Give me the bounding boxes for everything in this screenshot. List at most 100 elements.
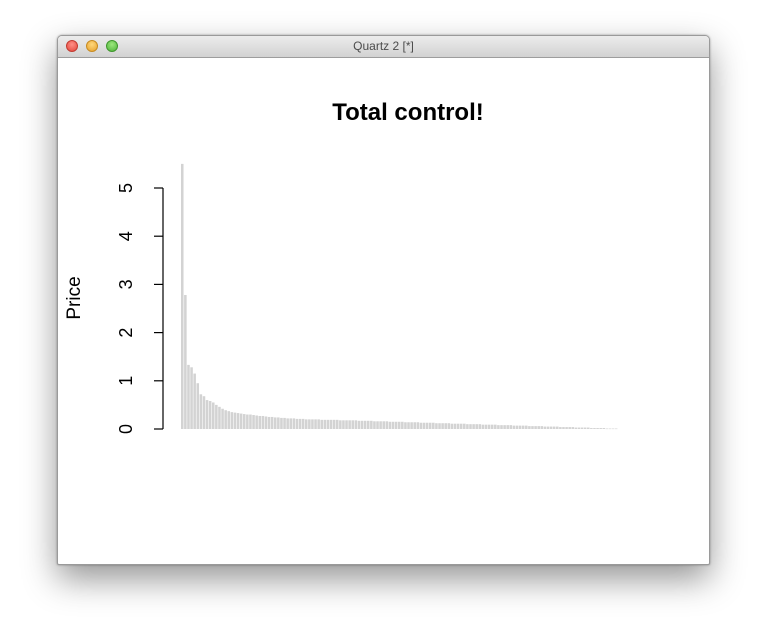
bar <box>295 418 299 429</box>
bar <box>373 421 376 429</box>
bar <box>311 419 314 429</box>
bar-chart: Total control! Price 0 1 2 3 4 5 <box>64 99 618 434</box>
bar <box>605 428 609 430</box>
y-tick-label: 1 <box>116 376 136 386</box>
bar <box>267 416 271 429</box>
bar <box>599 428 602 429</box>
bar <box>500 425 503 429</box>
quartz-window: Quartz 2 [*] Total control! Price 0 1 2 3 4 5 <box>57 35 710 565</box>
bar <box>546 426 550 429</box>
bar <box>289 418 293 429</box>
bar <box>397 421 401 429</box>
bar <box>224 410 227 429</box>
bar <box>463 423 466 429</box>
bar <box>481 424 485 429</box>
bar <box>388 421 392 429</box>
bar <box>205 400 209 429</box>
bar <box>360 420 364 429</box>
bar <box>503 425 506 429</box>
bar <box>339 420 342 429</box>
bar <box>515 425 519 429</box>
bar <box>407 422 410 429</box>
bar <box>497 425 500 429</box>
bar <box>239 413 243 429</box>
bar <box>525 425 528 429</box>
bar <box>447 423 451 429</box>
bar <box>509 425 513 429</box>
bar <box>193 373 196 429</box>
bar <box>602 428 606 429</box>
bar <box>537 426 540 429</box>
bar <box>552 426 556 429</box>
y-tick-label: 2 <box>116 328 136 338</box>
bar <box>475 424 478 429</box>
bar <box>382 421 385 429</box>
bars-group <box>181 163 618 430</box>
bar <box>379 421 382 429</box>
bar <box>252 415 255 429</box>
bar <box>258 415 262 429</box>
bar <box>196 383 200 429</box>
bar <box>425 422 429 429</box>
bar <box>466 424 469 429</box>
bar <box>342 420 345 429</box>
bar <box>227 411 231 429</box>
bar <box>246 414 249 429</box>
bar <box>221 408 224 429</box>
chart-title: Total control! <box>332 99 484 126</box>
window-title: Quartz 2 [*] <box>353 39 414 53</box>
bar <box>472 424 475 429</box>
bar <box>401 421 404 429</box>
bar <box>590 428 593 429</box>
bar <box>456 423 460 429</box>
bar <box>348 420 351 429</box>
bar <box>351 420 354 429</box>
bar <box>432 422 435 429</box>
bar <box>596 428 599 429</box>
bar <box>345 420 348 429</box>
bar <box>487 424 491 429</box>
bar <box>577 427 581 429</box>
bar <box>565 427 568 429</box>
bar <box>385 421 389 429</box>
bar <box>308 419 311 429</box>
bar <box>416 422 420 429</box>
bar <box>478 424 482 429</box>
minimize-button[interactable] <box>86 40 98 52</box>
bar <box>190 367 193 429</box>
bar <box>543 426 547 429</box>
bar <box>453 423 457 429</box>
bar <box>298 418 302 429</box>
bar <box>273 417 277 429</box>
bar <box>187 364 190 429</box>
title-bar[interactable]: Quartz 2 [*] <box>58 36 709 58</box>
bar <box>549 426 553 429</box>
zoom-button[interactable] <box>106 40 118 52</box>
bar <box>249 414 252 429</box>
bar <box>370 420 373 429</box>
bar <box>304 419 308 429</box>
bar <box>422 422 426 429</box>
bar <box>540 426 544 429</box>
bar <box>264 416 268 429</box>
bar <box>435 423 438 429</box>
bar <box>323 419 327 429</box>
bar <box>270 416 274 429</box>
bar <box>562 427 565 429</box>
bar <box>438 423 441 429</box>
bar <box>428 422 432 429</box>
y-tick-label: 3 <box>116 279 136 289</box>
bar <box>354 420 358 429</box>
bar <box>571 427 575 429</box>
bar <box>574 427 578 429</box>
bar <box>326 419 330 429</box>
bar <box>261 415 265 429</box>
bar <box>335 419 339 429</box>
bar <box>531 426 534 429</box>
bar <box>580 427 584 429</box>
bar <box>280 417 283 429</box>
bar <box>528 426 531 429</box>
bar <box>317 419 320 429</box>
y-tick-label: 0 <box>116 424 136 434</box>
close-button[interactable] <box>66 40 78 52</box>
